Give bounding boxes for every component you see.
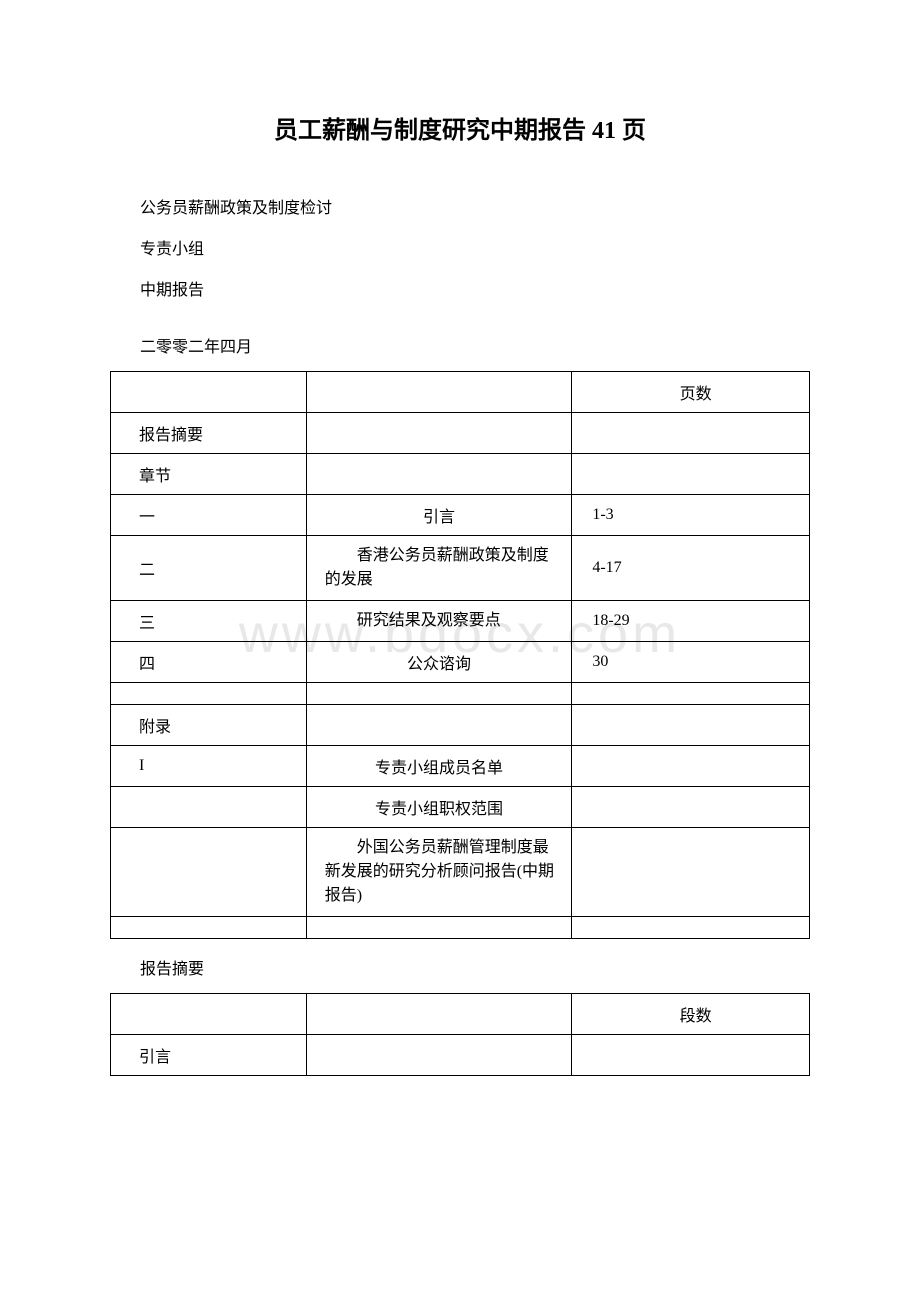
table-row <box>111 683 810 705</box>
toc-cell <box>572 828 810 917</box>
toc-cell <box>572 454 810 495</box>
document-date: 二零零二年四月 <box>110 333 810 357</box>
table-row <box>111 917 810 939</box>
toc-cell: 三 <box>111 601 307 642</box>
toc-cell-text: 外国公务员薪酬管理制度最新发展的研究分析顾问报告(中期报告) <box>325 836 562 908</box>
toc-cell: 30 <box>572 642 810 683</box>
table-row: 段数 <box>111 994 810 1035</box>
toc-cell: 1-3 <box>572 495 810 536</box>
toc-cell: 报告摘要 <box>111 413 307 454</box>
toc-cell: 香港公务员薪酬政策及制度的发展 <box>306 536 572 601</box>
summary-header-paragraphs: 段数 <box>572 994 810 1035</box>
toc-cell <box>111 917 307 939</box>
toc-cell: 专责小组成员名单 <box>306 746 572 787</box>
toc-cell <box>306 917 572 939</box>
toc-cell <box>572 413 810 454</box>
intro-line-2: 专责小组 <box>110 236 810 265</box>
summary-cell <box>572 1035 810 1076</box>
table-row: 引言 <box>111 1035 810 1076</box>
toc-cell <box>572 705 810 746</box>
table-row: 章节 <box>111 454 810 495</box>
toc-cell: 4-17 <box>572 536 810 601</box>
table-row: I 专责小组成员名单 <box>111 746 810 787</box>
toc-cell: 附录 <box>111 705 307 746</box>
summary-table: 段数 引言 <box>110 993 810 1076</box>
toc-cell: 专责小组职权范围 <box>306 787 572 828</box>
toc-cell <box>306 372 572 413</box>
intro-line-3: 中期报告 <box>110 277 810 306</box>
toc-cell: 研究结果及观察要点 <box>306 601 572 642</box>
toc-cell <box>111 372 307 413</box>
summary-cell <box>111 994 307 1035</box>
toc-cell: 四 <box>111 642 307 683</box>
toc-cell: 外国公务员薪酬管理制度最新发展的研究分析顾问报告(中期报告) <box>306 828 572 917</box>
table-row: 三 研究结果及观察要点 18-29 <box>111 601 810 642</box>
toc-cell-text: 香港公务员薪酬政策及制度的发展 <box>325 544 562 592</box>
toc-cell <box>111 787 307 828</box>
table-row: 报告摘要 <box>111 413 810 454</box>
toc-cell: 引言 <box>306 495 572 536</box>
toc-cell: 18-29 <box>572 601 810 642</box>
table-row: 外国公务员薪酬管理制度最新发展的研究分析顾问报告(中期报告) <box>111 828 810 917</box>
table-row: 页数 <box>111 372 810 413</box>
toc-table: 页数 报告摘要 章节 一 引言 1-3 二 香港公务员薪酬政策及制度的发展 4-… <box>110 371 810 939</box>
toc-cell <box>111 683 307 705</box>
toc-cell <box>306 705 572 746</box>
toc-cell <box>572 787 810 828</box>
table-row: 四 公众谘询 30 <box>111 642 810 683</box>
table-row: 专责小组职权范围 <box>111 787 810 828</box>
summary-cell <box>306 994 572 1035</box>
toc-cell <box>306 454 572 495</box>
summary-cell: 引言 <box>111 1035 307 1076</box>
toc-cell <box>572 917 810 939</box>
toc-cell: 章节 <box>111 454 307 495</box>
summary-cell <box>306 1035 572 1076</box>
summary-heading: 报告摘要 <box>110 955 810 979</box>
document-title: 员工薪酬与制度研究中期报告 41 页 <box>110 110 810 145</box>
toc-cell <box>306 413 572 454</box>
toc-cell: 二 <box>111 536 307 601</box>
toc-cell <box>111 828 307 917</box>
toc-cell-text: 研究结果及观察要点 <box>325 609 562 633</box>
toc-cell <box>572 683 810 705</box>
intro-line-1: 公务员薪酬政策及制度检讨 <box>110 195 810 224</box>
table-row: 一 引言 1-3 <box>111 495 810 536</box>
toc-cell: 一 <box>111 495 307 536</box>
toc-cell: I <box>111 746 307 787</box>
toc-cell: 公众谘询 <box>306 642 572 683</box>
table-row: 附录 <box>111 705 810 746</box>
toc-header-pages: 页数 <box>572 372 810 413</box>
toc-cell <box>306 683 572 705</box>
toc-cell <box>572 746 810 787</box>
table-row: 二 香港公务员薪酬政策及制度的发展 4-17 <box>111 536 810 601</box>
